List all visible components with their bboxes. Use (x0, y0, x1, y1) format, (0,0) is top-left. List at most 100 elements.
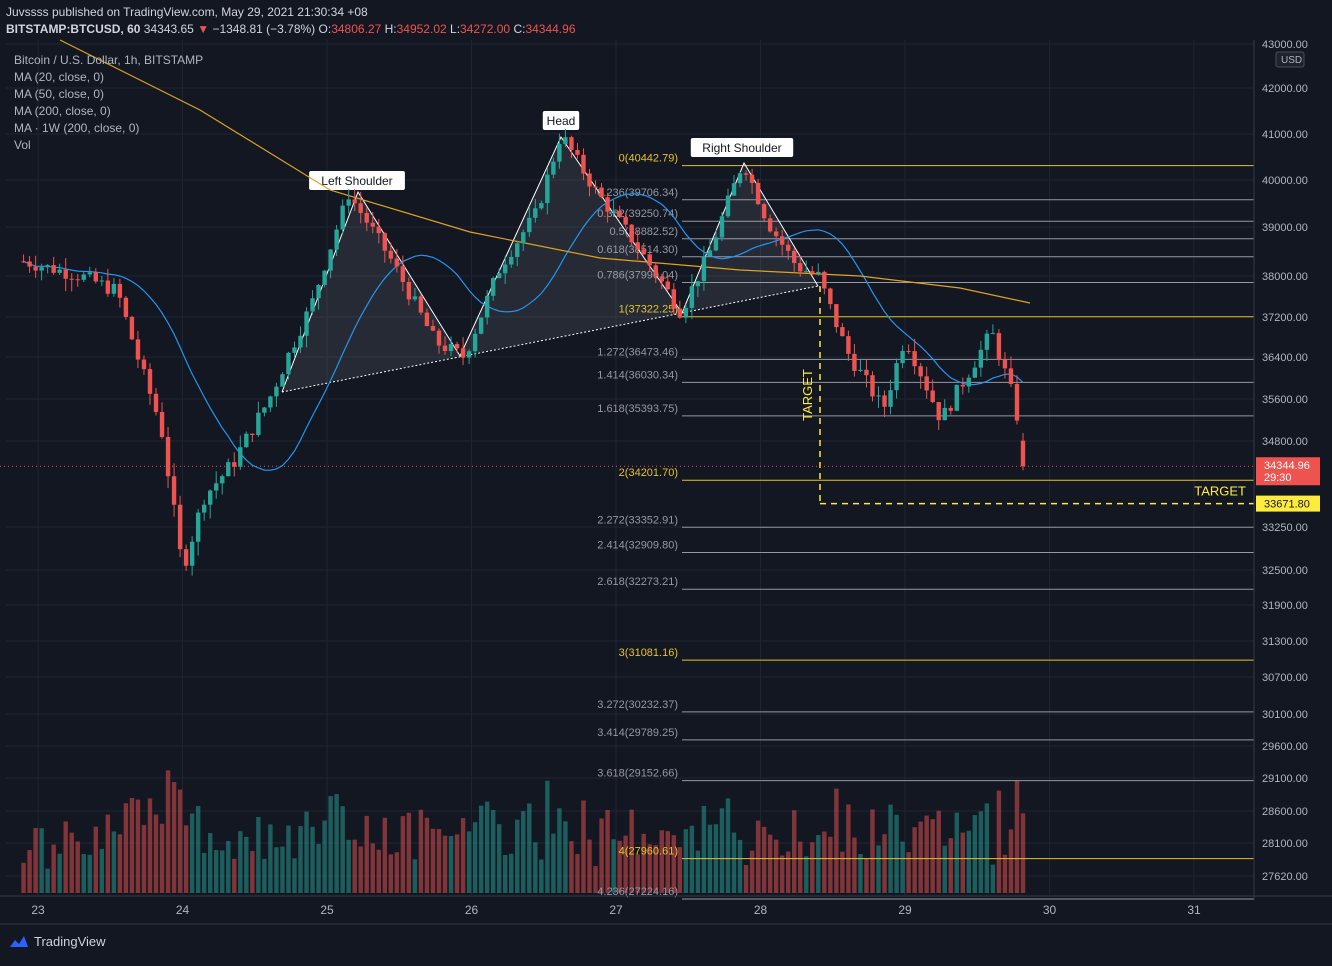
volume-bar (1020, 813, 1026, 893)
volume-bar (274, 847, 279, 893)
volume-bar (647, 844, 652, 893)
volume-bar (165, 770, 171, 893)
candle-body (924, 376, 929, 391)
candle-body (653, 265, 658, 277)
symbol: BITSTAMP:BTCUSD, 60 (6, 22, 141, 36)
candle-body (442, 345, 448, 352)
volume-bar (623, 835, 628, 893)
volume-bar (798, 841, 803, 893)
x-tick-label: 30 (1043, 903, 1057, 917)
volume-bar (683, 829, 689, 893)
volume-bar (472, 822, 478, 893)
volume-bar (484, 801, 490, 893)
volume-bar (972, 815, 978, 893)
candle-body (900, 350, 905, 364)
candle-body (623, 217, 628, 225)
ohlc-line: BITSTAMP:BTCUSD, 60 34343.65 ▼ −1348.81 … (6, 22, 576, 36)
published-line: Juvssss published on TradingView.com, Ma… (6, 5, 368, 19)
volume-bar (569, 841, 574, 893)
candle-body (810, 271, 815, 274)
volume-bar (894, 814, 899, 893)
volume-bar (256, 816, 261, 893)
candle-body (352, 199, 357, 204)
volume-bar (232, 858, 237, 893)
volume-bar (400, 816, 406, 893)
ma20-line (23, 193, 1024, 471)
candle-body (695, 281, 701, 287)
candle-body (930, 390, 935, 403)
candle-body (581, 154, 586, 174)
pattern-label: Head (547, 114, 576, 128)
volume-bar (641, 833, 646, 893)
candle-body (864, 369, 869, 376)
candle-body (521, 232, 526, 244)
volume-bar (490, 810, 496, 893)
y-tick-label: 30100.00 (1262, 709, 1308, 721)
hs-fill (282, 137, 818, 392)
volume-bar (33, 828, 38, 893)
candle-body (527, 217, 532, 233)
legend-vol[interactable]: Vol (14, 138, 31, 152)
volume-bar (310, 826, 315, 893)
volume-bar (436, 829, 442, 893)
candle-body (51, 265, 56, 273)
fib-label: 3.618(29152.66) (597, 768, 678, 780)
volume-bar (840, 851, 845, 893)
candle-body (93, 272, 98, 282)
volume-bar (412, 859, 418, 893)
candle-body (1020, 440, 1026, 467)
volume-bar (105, 814, 111, 893)
volume-bar (478, 805, 484, 893)
volume-bar (328, 796, 333, 893)
candle-body (755, 182, 761, 205)
candle-body (731, 183, 737, 196)
candle-body (798, 263, 803, 272)
candle-body (822, 271, 827, 289)
fib-label: 2(34201.70) (619, 467, 678, 479)
legend-ma50[interactable]: MA (50, close, 0) (14, 87, 105, 101)
volume-bar (978, 811, 984, 893)
candle-body (189, 541, 195, 566)
ma200-line (59, 39, 1031, 304)
candle-body (641, 249, 646, 255)
volume-bar (816, 835, 821, 893)
candle-body (129, 316, 135, 340)
candle-body (665, 281, 670, 290)
candle-body (99, 280, 105, 282)
y-tick-label: 29100.00 (1262, 773, 1308, 785)
volume-bar (262, 858, 267, 893)
candle-body (990, 333, 996, 335)
candle-body (557, 144, 562, 162)
legend-ma-1w[interactable]: MA · 1W (200, close, 0) (14, 121, 140, 135)
volume-bar (418, 809, 424, 893)
open-label: O: (318, 22, 332, 36)
candle-body (39, 267, 44, 271)
tradingview-logo[interactable]: TradingView (8, 933, 106, 949)
y-tick-label: 41000.00 (1262, 129, 1308, 141)
volume-bar (834, 788, 839, 893)
legend-ma20[interactable]: MA (20, close, 0) (14, 70, 105, 84)
volume-bar (719, 808, 725, 893)
volume-bar (81, 854, 86, 893)
candle-body (147, 369, 153, 394)
volume-bar (635, 854, 640, 893)
fib-label: 1(37322.25) (619, 304, 678, 316)
volume-bar (822, 831, 827, 893)
volume-bar (214, 850, 219, 893)
legend-ma200[interactable]: MA (200, close, 0) (14, 104, 111, 118)
x-tick-label: 23 (31, 903, 45, 917)
volume-bar (954, 812, 959, 893)
candle-body (894, 363, 899, 391)
volume-bar (141, 824, 147, 893)
candle-body (292, 347, 297, 353)
volume-bar (924, 815, 929, 893)
candle-body (298, 335, 303, 348)
legend-title[interactable]: Bitcoin / U.S. Dollar, 1h, BITSTAMP (14, 53, 204, 67)
volume-bar (1008, 829, 1014, 893)
volume-bar (159, 823, 165, 893)
candle-body (1014, 384, 1020, 421)
change: −1348.81 (−3.78%) (212, 22, 316, 36)
brand-label: TradingView (34, 933, 106, 949)
